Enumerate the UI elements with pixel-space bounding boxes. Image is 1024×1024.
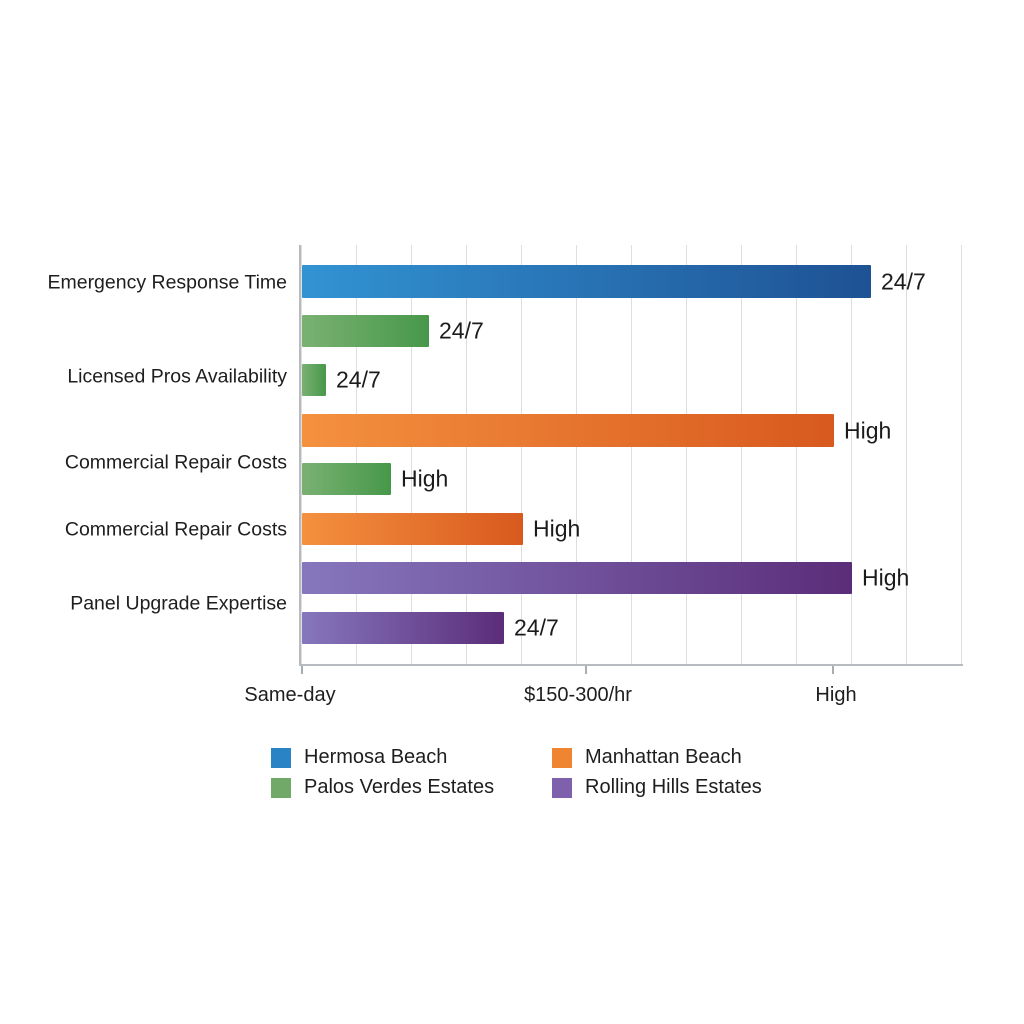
bar-palos-verdes-estates (302, 315, 429, 347)
bar-value-label: High (533, 515, 581, 542)
tick-mark (301, 666, 303, 674)
x-axis-label: Same-day (244, 684, 336, 706)
gridline (411, 245, 412, 664)
category-label: Panel Upgrade Expertise (70, 592, 287, 615)
legend-label: Rolling Hills Estates (585, 776, 762, 798)
gridline (466, 245, 467, 664)
gridline (961, 245, 962, 664)
bar-value-label: 24/7 (439, 317, 484, 344)
legend-swatch (552, 777, 572, 798)
bar-rolling-hills-estates (302, 612, 504, 644)
bar-value-label: High (844, 417, 892, 443)
gridline (301, 245, 302, 664)
bar-palos-verdes-estates (302, 364, 326, 396)
legend-swatch (271, 777, 291, 798)
bar-value-label: 24/7 (514, 614, 559, 641)
gridline (686, 245, 687, 664)
gridline (631, 245, 632, 664)
bar-value-label: High (401, 465, 449, 492)
bar-palos-verdes-estates (302, 463, 391, 495)
gridline (851, 245, 852, 664)
x-axis-label: $150-300/hr (524, 684, 632, 706)
gridline (521, 245, 522, 664)
legend-label: Palos Verdes Estates (304, 776, 495, 798)
legend-swatch (552, 747, 572, 768)
gridline (796, 245, 797, 664)
gridline (356, 245, 357, 664)
gridline (741, 245, 742, 664)
legend-label: Manhattan Beach (585, 746, 742, 768)
gridline (906, 245, 907, 664)
bar-value-label: High (862, 564, 910, 591)
tick-mark (832, 666, 834, 674)
bar-value-label: 24/7 (881, 268, 926, 294)
gridline (576, 245, 577, 664)
x-axis-line (299, 664, 963, 666)
bar-manhattan-beach (302, 414, 834, 447)
bar-rolling-hills-estates (302, 562, 852, 594)
category-label: Licensed Pros Availability (67, 365, 287, 388)
y-axis-line (299, 245, 301, 666)
bar-manhattan-beach (302, 513, 523, 545)
x-axis-label: High (815, 684, 857, 706)
legend-swatch (271, 747, 291, 768)
category-label: Emergency Response Time (47, 271, 287, 294)
legend-item: Palos Verdes Estates (271, 776, 494, 799)
legend-item: Hermosa Beach (271, 746, 447, 769)
bar-value-label: 24/7 (336, 366, 381, 393)
bar-hermosa-beach (302, 265, 871, 298)
tick-mark (585, 666, 587, 674)
category-label: Commercial Repair Costs (64, 518, 287, 541)
legend-item: Rolling Hills Estates (552, 776, 762, 799)
legend-label: Hermosa Beach (304, 746, 448, 768)
category-label: Commercial Repair Costs (64, 451, 287, 474)
legend-item: Manhattan Beach (552, 746, 742, 769)
